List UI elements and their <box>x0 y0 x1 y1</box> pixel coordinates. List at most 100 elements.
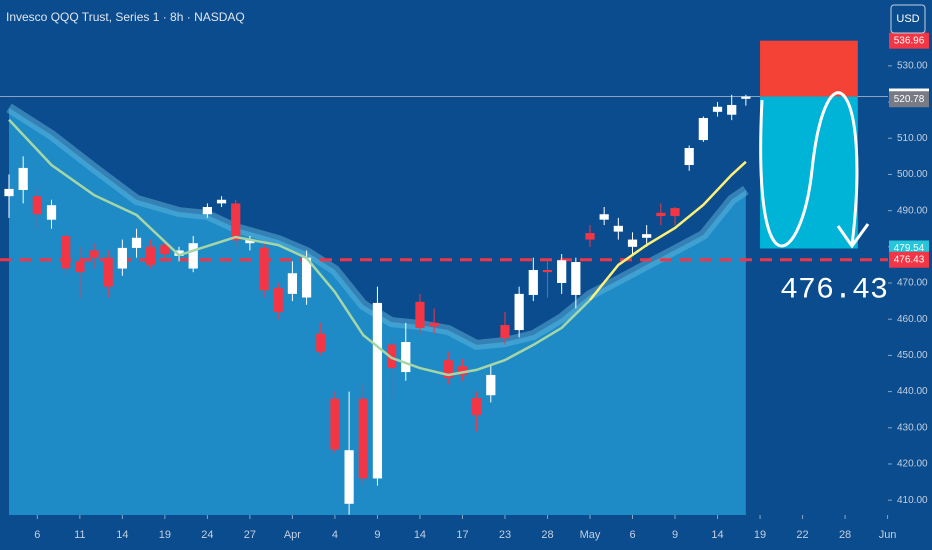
candle-body <box>457 366 468 375</box>
candle-body <box>18 167 28 191</box>
target-zone <box>760 96 858 249</box>
candle-body <box>741 96 751 99</box>
x-tick-label: 9 <box>672 529 678 541</box>
x-tick-label: 14 <box>116 529 128 541</box>
chart-title: Invesco QQQ Trust, Series 1 · 8h · NASDA… <box>6 10 245 24</box>
price-label-bg <box>889 32 929 49</box>
candle-body <box>712 106 723 112</box>
price-label: 476.43 <box>894 254 925 265</box>
candle-body <box>287 273 298 294</box>
candle-body <box>188 243 198 269</box>
candle-body <box>372 302 383 479</box>
candle-body <box>46 205 57 220</box>
candle-body <box>642 234 652 238</box>
candle-body <box>599 214 609 220</box>
x-tick-label: Apr <box>284 529 301 541</box>
candle-body <box>259 247 269 291</box>
candle-body <box>627 239 638 247</box>
moving-average <box>589 160 747 301</box>
candle-body <box>231 203 241 241</box>
x-tick-label: 23 <box>499 529 511 541</box>
candle-body <box>401 342 411 373</box>
candle-body <box>131 237 142 248</box>
x-tick-label: 24 <box>201 529 213 541</box>
candle-body <box>75 261 85 273</box>
y-tick-label: 430.00 <box>897 422 928 433</box>
candle-body <box>32 196 42 215</box>
candle-body <box>557 260 567 284</box>
y-tick-label: 490.00 <box>897 205 928 216</box>
x-tick-label: 22 <box>796 529 808 541</box>
candle-body <box>89 250 99 258</box>
x-tick-label: Jun <box>879 529 897 541</box>
candle-body <box>4 188 14 197</box>
candle-body <box>330 398 340 450</box>
area <box>8 107 746 516</box>
candle-body <box>670 208 680 217</box>
candle-body <box>202 207 212 215</box>
x-tick-label: 9 <box>374 529 380 541</box>
candle-body <box>528 269 538 295</box>
price-label-bg <box>889 91 929 108</box>
price-label-bg <box>889 251 929 268</box>
currency-box[interactable] <box>890 4 926 34</box>
price-label: 520.78 <box>894 94 925 105</box>
y-tick-label: 530.00 <box>897 61 928 72</box>
candle-body <box>613 225 623 232</box>
candle-body <box>273 288 283 312</box>
candle-body <box>514 293 524 331</box>
candle-body <box>316 333 326 352</box>
candle-body <box>486 374 496 396</box>
candle-body <box>386 344 397 369</box>
moving-average <box>8 118 591 377</box>
y-tick-label: 500.00 <box>897 169 928 180</box>
candle-body <box>174 250 184 256</box>
candle-body <box>727 104 737 115</box>
candle-body <box>415 301 425 328</box>
x-tick-label: 4 <box>332 529 338 541</box>
x-tick-label: 19 <box>754 529 766 541</box>
y-tick-label: 420.00 <box>897 459 928 470</box>
candle-body <box>500 324 510 339</box>
candle-body <box>61 235 71 269</box>
candle-body <box>472 398 482 416</box>
candle-body <box>684 148 694 166</box>
price-label: 536.96 <box>894 35 925 46</box>
stop-zone <box>760 40 858 97</box>
projection-arrow <box>759 91 870 249</box>
candle-body <box>245 239 255 244</box>
y-tick-label: 460.00 <box>897 314 928 325</box>
y-tick-label: 440.00 <box>897 386 928 397</box>
candle-body <box>571 262 581 295</box>
x-tick-label: 14 <box>414 529 426 541</box>
x-tick-label: 6 <box>34 529 40 541</box>
x-tick-label: 28 <box>839 529 851 541</box>
candle-body <box>160 245 170 255</box>
x-tick-label: 19 <box>159 529 171 541</box>
x-tick-label: May <box>580 529 601 541</box>
x-tick-label: 17 <box>456 529 468 541</box>
candle-body <box>443 360 453 378</box>
candle-body <box>301 257 312 298</box>
y-tick-label: 510.00 <box>897 133 928 144</box>
candle-body <box>344 450 354 504</box>
candle-body <box>146 246 156 265</box>
x-tick-label: 11 <box>74 529 85 541</box>
annotation: 476.43 <box>780 274 888 308</box>
candle-body <box>656 212 666 217</box>
candle-body <box>585 233 595 240</box>
price-label: 479.54 <box>894 243 925 254</box>
candle-body <box>103 257 113 287</box>
candle-body <box>117 247 127 269</box>
x-tick-label: 28 <box>541 529 553 541</box>
x-tick-label: 14 <box>711 529 723 541</box>
candle-body <box>216 199 227 204</box>
candle-body <box>542 269 553 273</box>
x-tick-label: 6 <box>629 529 635 541</box>
candle-body <box>358 398 368 479</box>
y-tick-label: 410.00 <box>897 495 928 506</box>
currency[interactable]: USD <box>896 13 919 25</box>
x-tick-label: 27 <box>244 529 256 541</box>
